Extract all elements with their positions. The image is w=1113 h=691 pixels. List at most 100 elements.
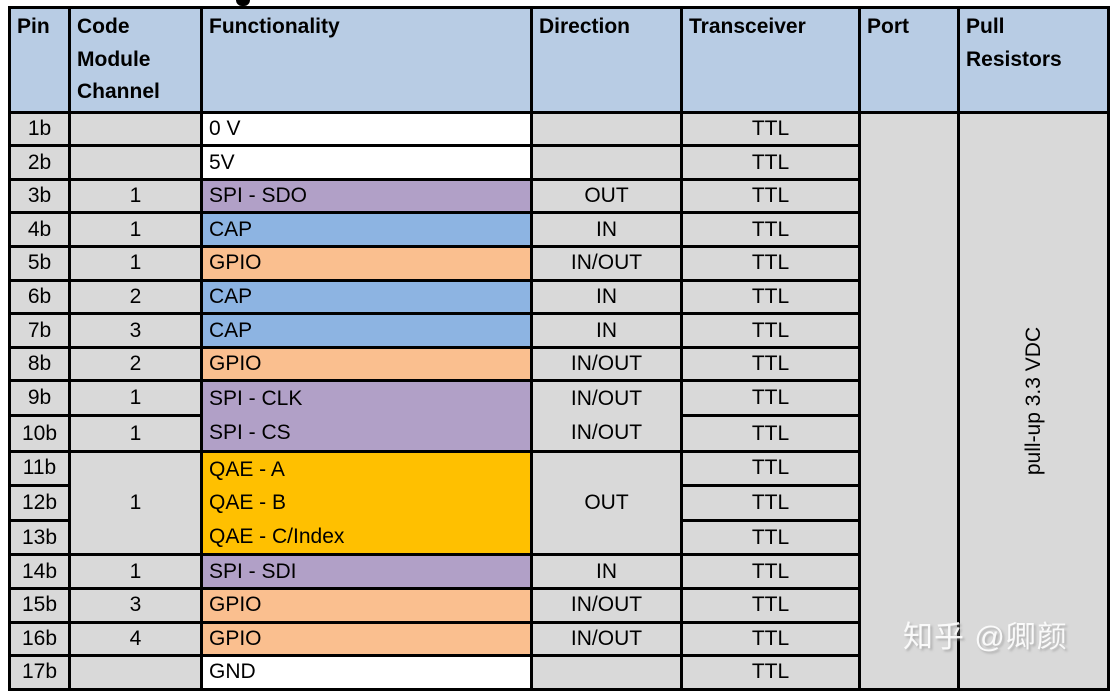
pull-resistors-text: pull-up 3.3 VDC	[1022, 326, 1046, 475]
direction-line: IN/OUT	[570, 387, 643, 411]
functionality-cell: 0 V	[200, 110, 533, 148]
pin-cell: 16b	[8, 620, 71, 658]
direction-cell: IN/OUT	[530, 345, 683, 383]
channel-cell	[68, 110, 203, 148]
functionality-line: SPI - CLK	[209, 387, 303, 411]
functionality-cell: GPIO	[200, 620, 533, 658]
channel-cell	[68, 654, 203, 691]
pin-cell: 5b	[8, 245, 71, 282]
functionality-line: SPI - CS	[209, 420, 291, 444]
direction-cell: IN/OUT	[530, 620, 683, 658]
header-direction: Direction	[530, 6, 683, 114]
pin-cell: 10b	[8, 414, 71, 453]
pull-resistors-cell: pull-up 3.3 VDC	[957, 110, 1110, 691]
channel-cell: 3	[68, 586, 203, 624]
pin-cell: 2b	[8, 144, 71, 181]
direction-cell: IN	[530, 312, 683, 349]
functionality-cell: GND	[200, 654, 533, 691]
header-functionality: Functionality	[200, 6, 533, 114]
functionality-line: QAE - B	[209, 491, 287, 515]
transceiver-cell: TTL	[680, 449, 861, 488]
direction-cell: IN	[530, 211, 683, 248]
transceiver-cell: TTL	[680, 278, 861, 316]
transceiver-cell: TTL	[680, 414, 861, 453]
direction-cell: IN/OUT	[530, 245, 683, 282]
transceiver-cell: TTL	[680, 345, 861, 383]
functionality-cell: 5V	[200, 144, 533, 181]
table-row-3b: 3b 1 SPI - SDO OUT TTL	[8, 177, 1109, 215]
pin-cell: 6b	[8, 278, 71, 316]
table-row-13b: 13b TTL	[8, 518, 1109, 557]
table-row-8b: 8b 2 GPIO IN/OUT TTL	[8, 345, 1109, 383]
channel-cell: 1	[68, 414, 203, 453]
table-row-12b: 12b TTL	[8, 484, 1109, 522]
channel-cell: 3	[68, 312, 203, 349]
direction-cell: IN	[530, 553, 683, 590]
transceiver-cell: TTL	[680, 484, 861, 522]
channel-cell-qae: 1	[68, 449, 203, 557]
direction-cell	[530, 110, 683, 148]
transceiver-cell: TTL	[680, 379, 861, 418]
transceiver-cell: TTL	[680, 245, 861, 282]
pin-cell: 4b	[8, 211, 71, 248]
direction-cell-qae: OUT	[530, 449, 683, 557]
functionality-cell-qae: QAE - A QAE - B QAE - C/Index	[200, 449, 533, 557]
pin-cell: 17b	[8, 654, 71, 691]
transceiver-cell: TTL	[680, 312, 861, 349]
channel-cell: 1	[68, 177, 203, 215]
pin-cell: 13b	[8, 518, 71, 557]
pin-cell: 7b	[8, 312, 71, 349]
header-port: Port	[858, 6, 960, 114]
direction-cell-spi-clk-cs: IN/OUT IN/OUT	[530, 379, 683, 453]
header-code-module-channel: Code Module Channel	[68, 6, 203, 114]
transceiver-cell: TTL	[680, 620, 861, 658]
port-cell	[858, 110, 960, 691]
table-row-1b: 1b 0 V TTL pull-up 3.3 VDC	[8, 110, 1110, 691]
table-row-10b: 10b 1 TTL	[8, 414, 1109, 453]
functionality-cell: CAP	[200, 312, 533, 349]
functionality-cell-spi-clk-cs: SPI - CLK SPI - CS	[200, 379, 533, 453]
direction-cell: IN/OUT	[530, 586, 683, 624]
pin-cell: 12b	[8, 484, 71, 522]
functionality-line: QAE - A	[209, 457, 285, 481]
direction-cell	[530, 144, 683, 181]
transceiver-cell: TTL	[680, 553, 861, 590]
transceiver-cell: TTL	[680, 110, 861, 148]
functionality-cell: GPIO	[200, 245, 533, 282]
transceiver-cell: TTL	[680, 177, 861, 215]
channel-cell: 1	[68, 245, 203, 282]
functionality-cell: GPIO	[200, 345, 533, 383]
channel-cell	[68, 144, 203, 181]
direction-cell: OUT	[530, 177, 683, 215]
header-pin: Pin	[8, 6, 71, 114]
channel-cell: 2	[68, 278, 203, 316]
table-row-7b: 7b 3 CAP IN TTL	[8, 312, 1109, 349]
table-row-17b: 17b GND TTL	[8, 654, 1109, 691]
channel-cell: 2	[68, 345, 203, 383]
transceiver-cell: TTL	[680, 518, 861, 557]
pin-cell: 15b	[8, 586, 71, 624]
table-row-6b: 6b 2 CAP IN TTL	[8, 278, 1109, 316]
pin-cell: 14b	[8, 553, 71, 590]
pin-cell: 1b	[8, 110, 71, 148]
table-row-4b: 4b 1 CAP IN TTL	[8, 211, 1109, 248]
table-row-2b: 2b 5V TTL	[8, 144, 1109, 181]
channel-cell: 1	[68, 553, 203, 590]
functionality-cell: CAP	[200, 278, 533, 316]
pin-cell: 3b	[8, 177, 71, 215]
table-row-5b: 5b 1 GPIO IN/OUT TTL	[8, 245, 1109, 282]
channel-cell: 1	[68, 379, 203, 418]
table-row-16b: 16b 4 GPIO IN/OUT TTL	[8, 620, 1109, 658]
header-pull-resistors: Pull Resistors	[957, 6, 1110, 114]
direction-line: IN/OUT	[570, 420, 643, 444]
direction-cell	[530, 654, 683, 691]
transceiver-cell: TTL	[680, 654, 861, 691]
functionality-line: QAE - C/Index	[209, 524, 345, 548]
table-header-row: Pin Code Module Channel Functionality Di…	[8, 6, 1110, 114]
table-row-11b: 11b 1 QAE - A QAE - B QAE - C/Index OUT …	[8, 449, 1109, 557]
table-row-14b: 14b 1 SPI - SDI IN TTL	[8, 553, 1109, 590]
table-row-15b: 15b 3 GPIO IN/OUT TTL	[8, 586, 1109, 624]
channel-cell: 4	[68, 620, 203, 658]
pinout-table: Pin Code Module Channel Functionality Di…	[8, 6, 1110, 691]
table-row-9b: 9b 1 SPI - CLK SPI - CS IN/OUT IN/OUT TT…	[8, 379, 1109, 453]
